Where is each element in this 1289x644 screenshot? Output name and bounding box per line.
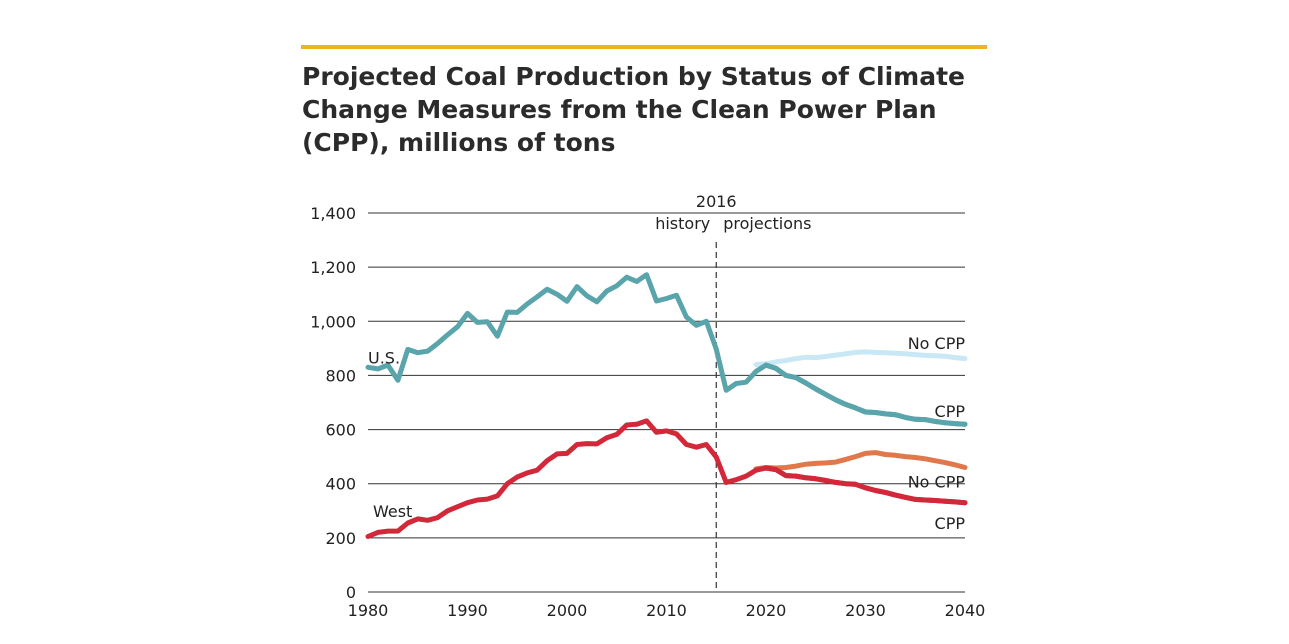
series-lines <box>365 272 968 539</box>
x-axis-ticks: 1980 1990 2000 2010 2020 2030 2040 <box>348 601 986 620</box>
y-tick-label: 1,000 <box>310 312 356 331</box>
history-projection-divider: 2016 history projections <box>655 192 812 592</box>
projections-label: projections <box>723 214 811 233</box>
y-tick-label: 400 <box>325 475 356 494</box>
x-tick-label: 2010 <box>646 601 687 620</box>
title-accent-rule <box>301 45 987 49</box>
series-line <box>753 450 968 472</box>
series-label: West <box>373 502 412 521</box>
series-line <box>365 272 968 427</box>
y-tick-label: 200 <box>325 529 356 548</box>
series-line <box>763 362 968 427</box>
series-label: CPP <box>935 514 966 533</box>
x-tick-label: 1980 <box>348 601 389 620</box>
x-tick-label: 2040 <box>945 601 986 620</box>
x-tick-label: 2000 <box>547 601 588 620</box>
x-tick-label: 1990 <box>447 601 488 620</box>
x-tick-label: 2030 <box>845 601 886 620</box>
history-label: history <box>655 214 710 233</box>
series-label: No CPP <box>908 334 966 353</box>
x-tick-label: 2020 <box>746 601 787 620</box>
series-label: CPP <box>935 402 966 421</box>
series-labels: U.S. No CPP CPP West No CPP CPP <box>368 334 965 533</box>
series-line <box>365 418 968 539</box>
y-axis-ticks: 0 200 400 600 800 1,000 1,200 1,400 <box>310 204 356 602</box>
series-label: U.S. <box>368 349 400 368</box>
y-tick-label: 1,200 <box>310 258 356 277</box>
chart-title: Projected Coal Production by Status of C… <box>302 62 966 157</box>
y-tick-label: 1,400 <box>310 204 356 223</box>
y-tick-label: 600 <box>325 421 356 440</box>
y-tick-label: 800 <box>325 366 356 385</box>
series-line <box>763 465 968 506</box>
series-line <box>753 349 968 368</box>
y-tick-label: 0 <box>346 583 356 602</box>
series-label: No CPP <box>908 473 966 492</box>
gridlines <box>368 212 965 593</box>
divider-year-label: 2016 <box>696 192 737 211</box>
